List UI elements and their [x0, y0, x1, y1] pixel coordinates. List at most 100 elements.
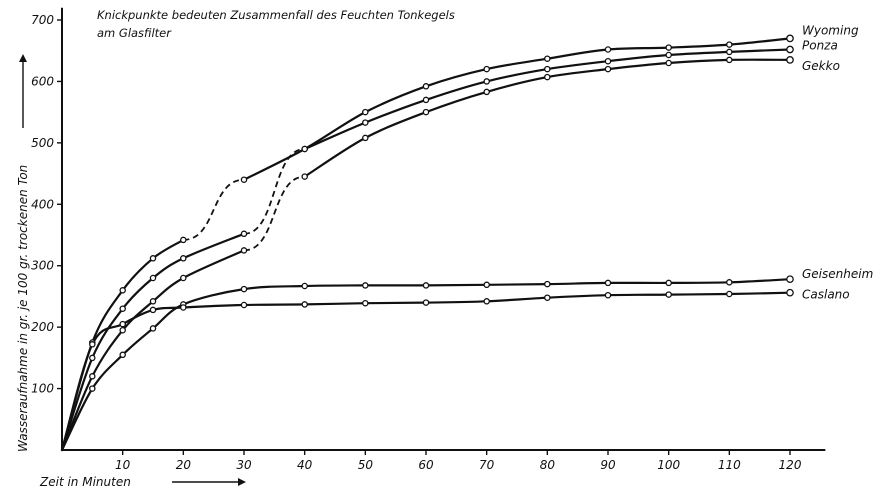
data-point-caslano	[786, 288, 794, 297]
data-point-geisenheim	[301, 282, 308, 290]
data-point-gekko	[240, 247, 248, 254]
series-dashed-gekko	[243, 175, 305, 252]
data-point-wyoming	[422, 83, 430, 90]
series-line-gekko	[303, 58, 792, 178]
x-tick-label: 20	[176, 458, 192, 472]
y-tick-label: 500	[31, 136, 54, 150]
data-point-gekko	[362, 134, 369, 142]
data-point-caslano	[240, 301, 248, 309]
series-label-caslano: Caslano	[802, 288, 850, 302]
series-dashed-wyoming	[183, 178, 245, 241]
data-point-caslano	[544, 294, 551, 301]
data-point-ponza	[665, 51, 672, 59]
series-labels: Wyoming Ponza Gekko Geisenheim Caslano	[802, 23, 873, 301]
annotation-line-1: Knickpunkte bedeuten Zusammenfall des Fe…	[97, 8, 455, 22]
x-tick-label: 110	[718, 458, 741, 472]
data-point-gekko	[301, 173, 308, 180]
series-line-wyoming	[242, 37, 792, 181]
x-tick-label: 120	[779, 458, 802, 472]
y-axis-label: Wasseraufnahme in gr. je 100 gr. trocken…	[16, 165, 30, 452]
series-line-ponza	[303, 48, 792, 151]
data-point-caslano	[726, 290, 733, 298]
data-point-gekko	[665, 59, 672, 67]
x-axis-label-group: Zeit in Minuten	[39, 475, 246, 489]
data-point-ponza	[89, 354, 96, 362]
x-tick-label: 100	[657, 458, 680, 472]
series-line-ponza	[60, 232, 246, 452]
data-point-ponza	[726, 48, 733, 56]
data-point-gekko	[786, 56, 794, 64]
data-point-ponza	[604, 57, 612, 65]
data-point-wyoming	[180, 236, 187, 244]
data-point-wyoming	[786, 34, 794, 43]
series-dashed-ponza	[243, 148, 305, 235]
data-point-caslano	[362, 299, 369, 307]
data-point-ponza	[786, 45, 794, 54]
data-point-wyoming	[149, 255, 157, 262]
data-point-geisenheim	[786, 275, 794, 284]
data-point-wyoming	[483, 65, 490, 73]
data-point-gekko	[544, 73, 551, 81]
y-tick-label: 700	[31, 13, 54, 27]
data-point-gekko	[119, 326, 126, 334]
data-point-geisenheim	[240, 285, 248, 293]
data-point-gekko	[483, 88, 490, 96]
data-point-gekko	[726, 56, 733, 64]
series-line-gekko	[60, 249, 246, 452]
data-point-caslano	[422, 299, 430, 306]
data-point-geisenheim	[726, 279, 733, 286]
x-tick-label: 30	[236, 458, 252, 472]
data-point-geisenheim	[604, 279, 612, 287]
y-tick-label: 300	[31, 259, 54, 273]
data-point-caslano	[180, 304, 187, 311]
series-label-ponza: Ponza	[802, 39, 838, 53]
y-axis-label-group: Wasseraufnahme in gr. je 100 gr. trocken…	[16, 54, 30, 452]
data-point-ponza	[422, 96, 430, 104]
data-point-ponza	[149, 274, 157, 282]
data-point-ponza	[119, 305, 126, 312]
data-point-caslano	[483, 298, 490, 305]
data-point-wyoming	[726, 41, 733, 48]
data-point-geisenheim	[544, 280, 551, 288]
data-point-ponza	[240, 230, 248, 238]
x-axis-arrow-head	[238, 478, 246, 486]
data-point-ponza	[483, 78, 490, 85]
data-point-caslano	[665, 291, 672, 298]
data-point-gekko	[604, 65, 612, 73]
data-point-gekko	[180, 274, 187, 282]
x-tick-label: 40	[297, 458, 313, 472]
data-point-geisenheim	[483, 281, 490, 289]
data-point-ponza	[301, 145, 308, 153]
data-point-caslano	[604, 291, 612, 299]
data-point-geisenheim	[89, 385, 96, 392]
series-label-geisenheim: Geisenheim	[802, 267, 873, 281]
data-point-wyoming	[240, 176, 248, 183]
series-label-wyoming: Wyoming	[802, 23, 859, 37]
y-axis-arrow-head	[19, 54, 27, 62]
y-tick-label: 400	[31, 197, 54, 211]
data-point-caslano	[89, 341, 96, 348]
data-point-caslano	[301, 301, 308, 308]
x-tick-label: 60	[418, 458, 434, 472]
data-point-wyoming	[665, 44, 672, 51]
data-point-geisenheim	[362, 282, 369, 289]
axes	[61, 7, 826, 451]
data-point-ponza	[180, 255, 187, 262]
data-point-geisenheim	[422, 282, 430, 289]
data-point-gekko	[149, 298, 157, 305]
y-tick-label: 100	[31, 382, 54, 396]
y-tick-label: 200	[31, 320, 54, 334]
data-point-caslano	[119, 320, 126, 328]
series-label-gekko: Gekko	[802, 59, 840, 73]
data-point-wyoming	[544, 55, 551, 62]
data-point-wyoming	[119, 287, 126, 294]
y-tick-label: 600	[31, 74, 54, 88]
axis-ticks: 10 20 30 40 50 60 70 80 90 100 110 120 100 200 300 400 5…	[31, 13, 802, 472]
data-point-ponza	[362, 119, 369, 126]
series-line-caslano	[60, 291, 792, 452]
series-line-wyoming	[60, 238, 185, 452]
data-point-caslano	[149, 306, 157, 314]
data-point-geisenheim	[149, 325, 157, 332]
x-tick-label: 80	[540, 458, 556, 472]
